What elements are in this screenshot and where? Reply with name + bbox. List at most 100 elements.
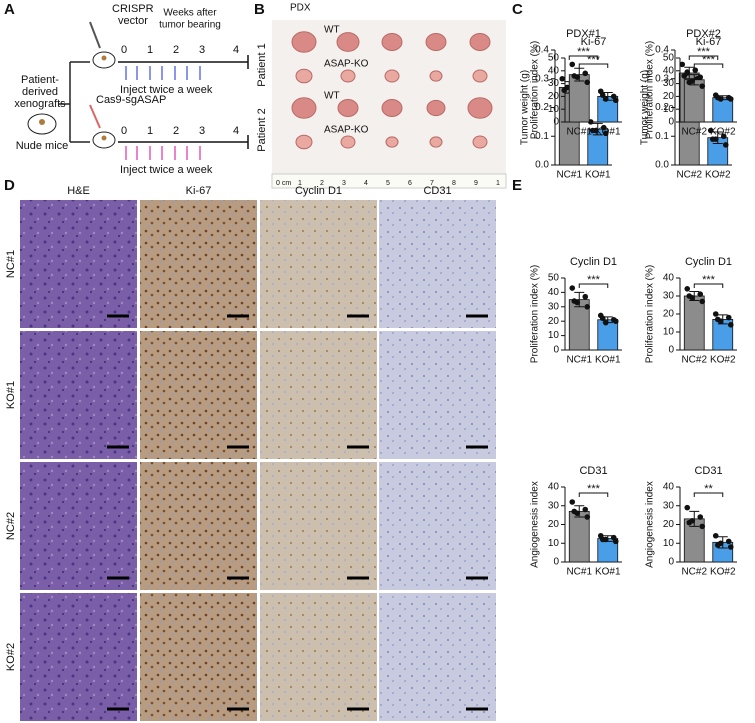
tumor [291,97,317,119]
data-point [714,542,721,548]
x-tick-label: KO#1 [595,355,621,366]
data-point [727,96,734,102]
y-tick-label: 30 [548,301,560,312]
y-axis-label: Angiogenesis index [645,481,656,568]
significance-bracket [568,55,599,60]
week-label: 1 [147,125,153,137]
data-point [602,130,609,137]
data-point [699,298,706,305]
label: xenografts [14,98,66,110]
ruler-label: 5 [386,180,390,187]
y-tick-label: 30 [663,500,675,511]
week-label: 4 [233,44,239,56]
tumor [429,136,443,148]
data-point [684,286,691,292]
data-point [602,96,609,102]
data-point [686,79,693,86]
data-point [709,136,716,142]
data-point [714,316,721,323]
label: Weeks after [163,8,217,19]
group-label: ASAP-KO [324,125,369,136]
chart-title: Ki-67 [581,36,607,48]
tumor [291,31,317,53]
tumor [340,69,356,83]
y-tick-label: 10 [548,104,560,115]
ruler-label: 1 [298,180,302,187]
micrograph [379,593,496,721]
week-label: 3 [199,125,205,137]
chart-title: PDX#1 [566,28,601,40]
micrograph [260,593,377,721]
tumor [381,99,403,117]
column-header: Cyclin D1 [295,185,342,197]
micrograph [20,200,137,328]
data-point [569,285,576,291]
x-tick-label: NC#1 [566,127,592,138]
y-tick-label: 40 [663,482,675,493]
chart-title: Cyclin D1 [685,256,732,268]
micrograph [140,331,257,459]
y-tick-label: 20 [548,316,560,327]
data-point [582,70,589,77]
chart-title: Ki-67 [696,36,722,48]
data-point [599,315,606,322]
data-point [599,536,606,543]
data-point [584,514,591,520]
y-tick-label: 0.2 [655,102,669,113]
tumor [385,136,399,148]
x-tick-label: NC#1 [566,355,592,366]
chart-title: PDX#2 [686,28,721,40]
y-tick-label: 0.1 [535,131,549,142]
micrograph [140,462,257,590]
row-label: Patient 1 [256,43,268,86]
x-tick-label: NC#2 [681,567,707,578]
y-tick-label: 50 [548,53,560,64]
panel-label: D [4,177,15,194]
y-tick-label: 20 [663,309,675,320]
tumor [426,99,446,117]
data-point [569,61,576,68]
tumor [295,134,313,150]
y-axis-label: Tumor weight (g) [640,70,651,145]
y-tick-label: 10 [663,538,675,549]
data-point [571,298,578,304]
tumors [291,31,493,150]
week-label: 2 [173,44,179,56]
y-tick-label: 40 [548,65,560,76]
week-label: 1 [147,44,153,56]
x-tick-label: NC#2 [676,170,702,181]
data-point [571,508,578,515]
significance: *** [697,46,711,58]
y-axis-label: Proliferation index (%) [645,41,656,139]
tumor [472,69,488,83]
tumor [429,70,443,82]
data-point [584,79,591,86]
ruler-label: 6 [408,180,412,187]
y-tick-label: 30 [663,291,675,302]
row-label: KO#2 [5,643,17,671]
chart-title: CD31 [694,465,722,477]
x-tick-label: NC#1 [566,567,592,578]
label: tumor bearing [159,20,221,31]
data-point [602,319,609,326]
y-tick-label: 10 [663,104,675,115]
tumor [384,69,400,83]
tumor [425,33,447,51]
group-label: ASAP-KO [324,59,369,70]
y-tick-label: 0.4 [535,45,549,56]
label: Patient- [21,74,59,86]
y-tick-label: 0.1 [655,131,669,142]
data-point [707,127,714,134]
week-label: 4 [233,125,239,137]
micrograph [140,593,257,721]
significance-bracket [578,492,609,497]
data-point [569,499,576,505]
micrograph [379,200,496,328]
y-tick-label: 10 [548,330,560,341]
x-tick-label: KO#2 [710,355,736,366]
y-tick-label: 50 [663,53,675,64]
data-point [600,124,607,131]
column-header: H&E [67,185,90,197]
data-point [720,133,727,140]
bar [683,295,705,351]
